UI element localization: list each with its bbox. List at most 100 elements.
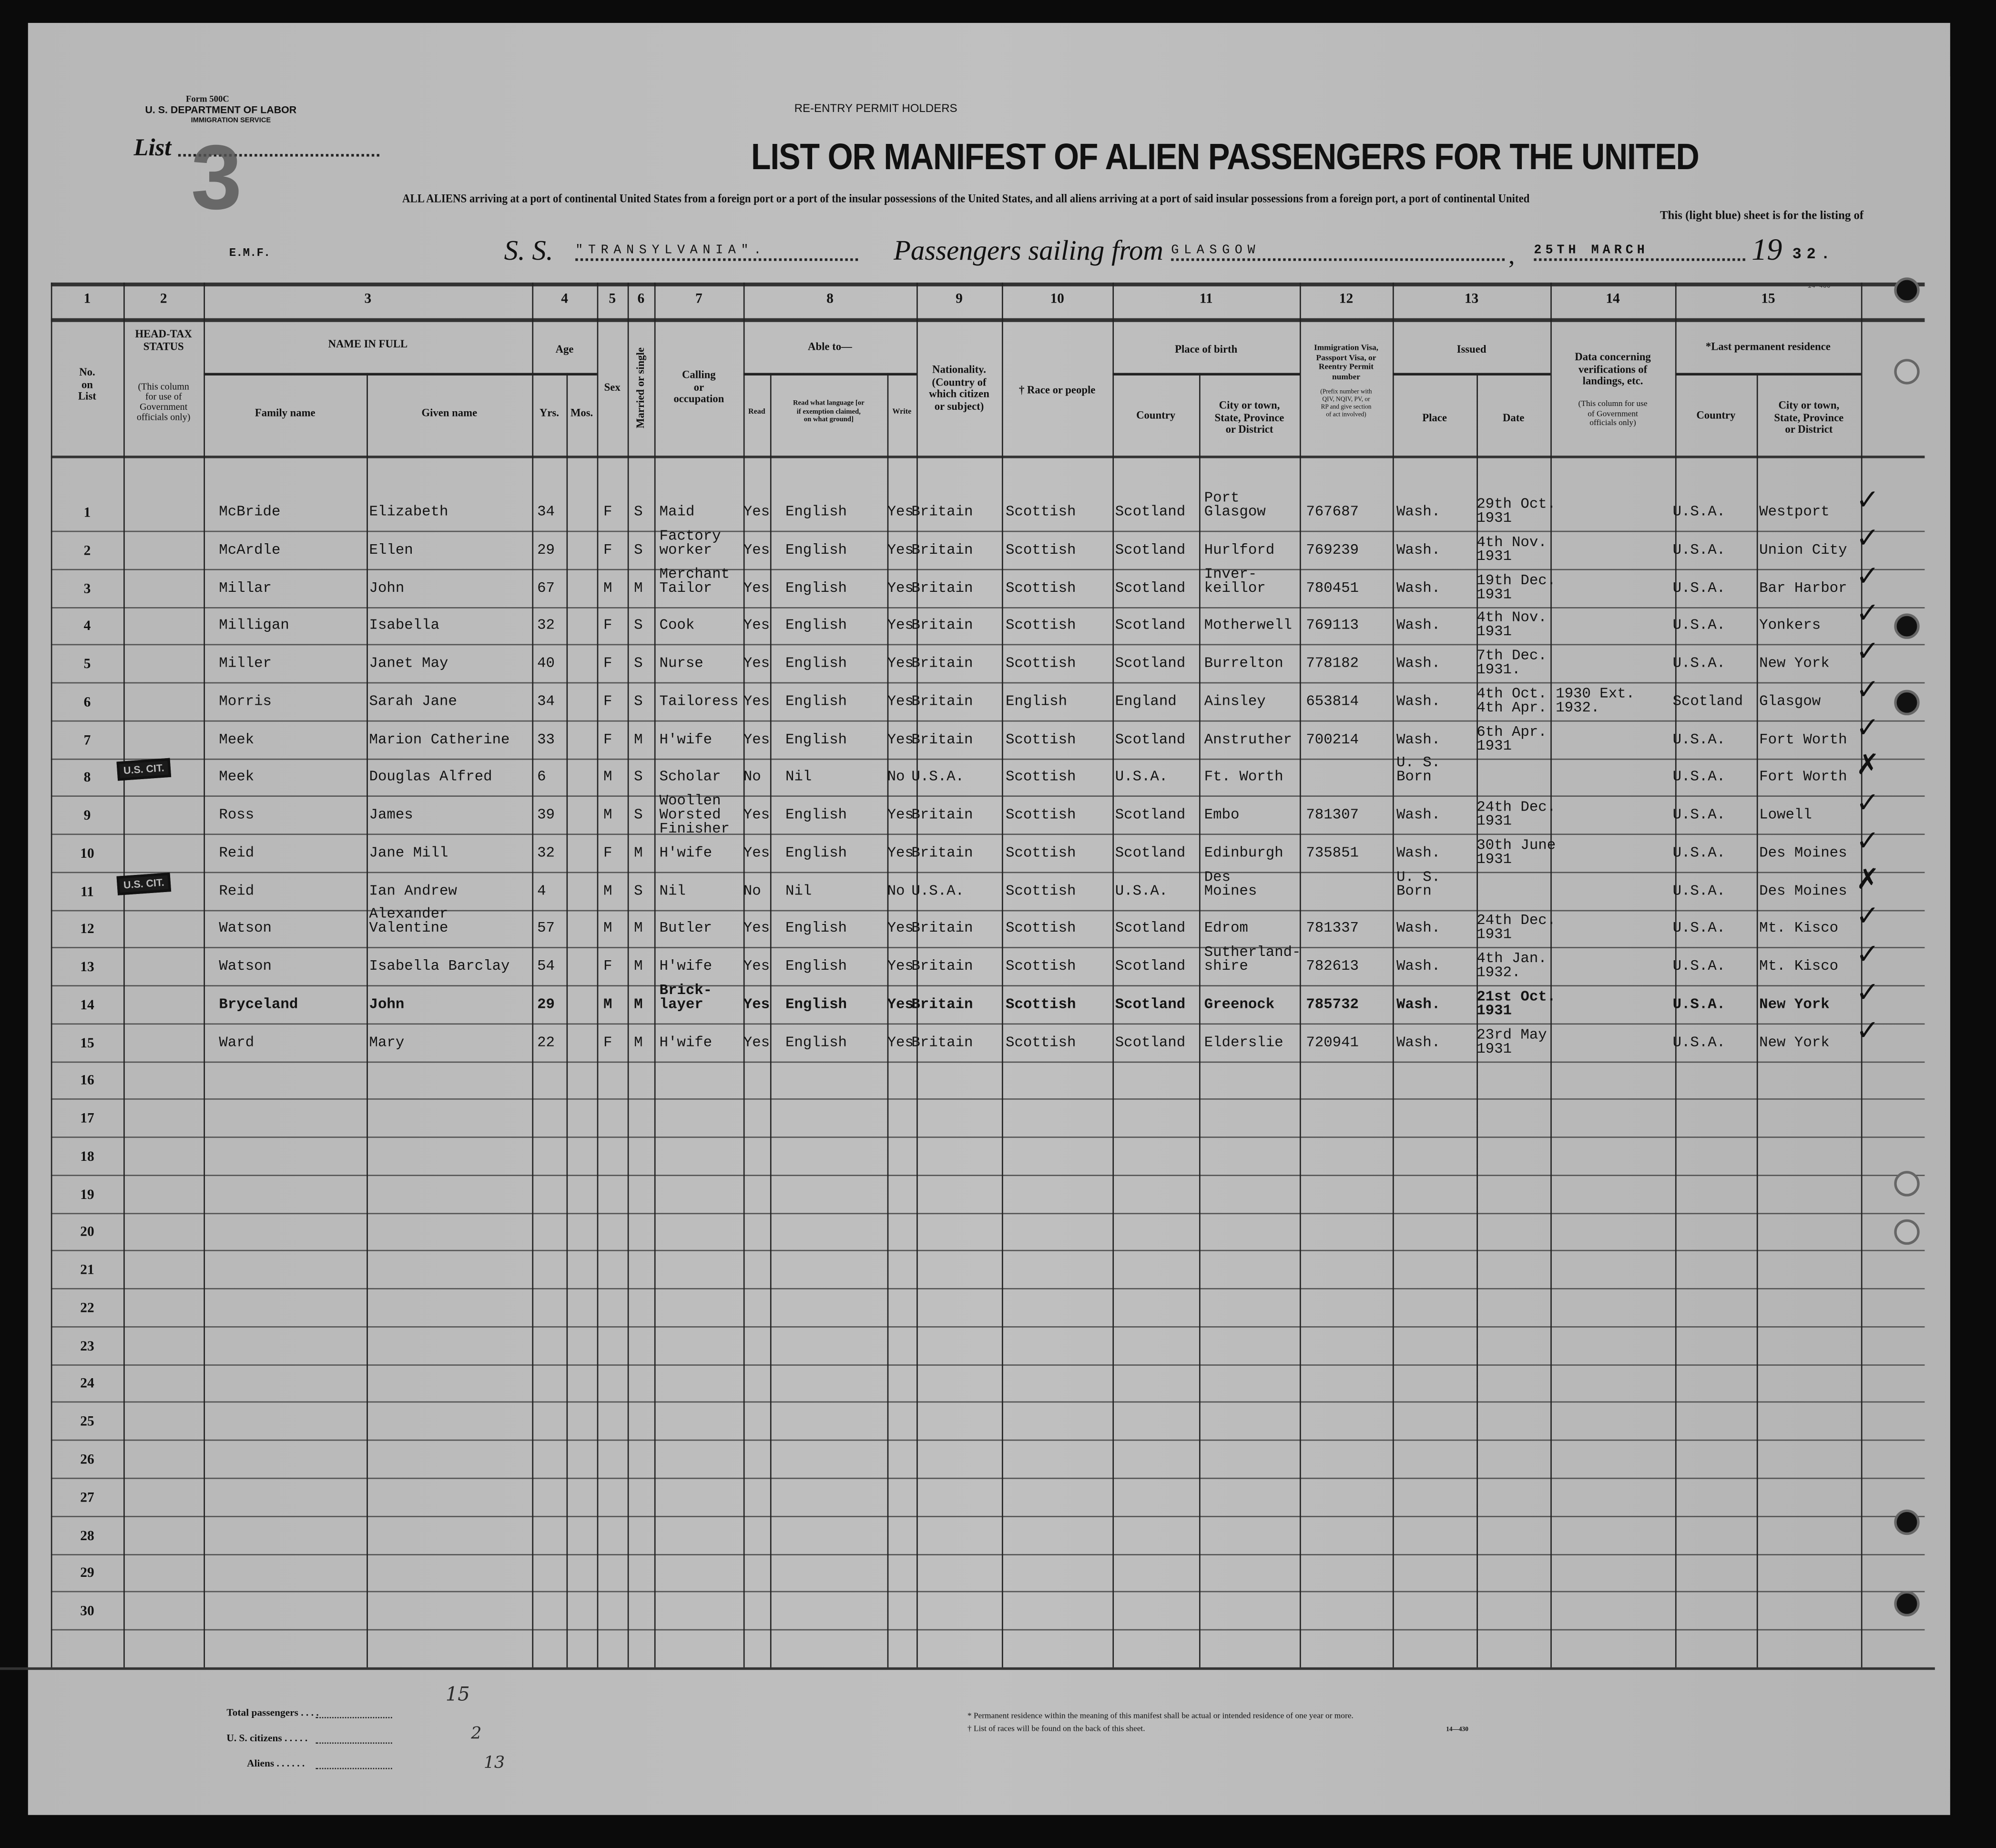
row-rule [51, 569, 1925, 570]
races-footnote: † List of races will be found on the bac… [967, 1725, 1145, 1734]
column-number: 6 [637, 291, 645, 307]
ss-label: S. S. [504, 234, 553, 266]
line-number: 9 [83, 808, 91, 824]
cell-nationality: Britain [911, 504, 973, 521]
cell-marital: S [634, 504, 643, 521]
cell-calling: Butler [659, 921, 713, 937]
cell-given: Elizabeth [369, 504, 448, 521]
cell-read: Yes [743, 693, 770, 710]
aliens-line [316, 1767, 392, 1769]
cell-marital: M [634, 731, 643, 748]
row-rule [51, 1364, 1925, 1366]
cell-res-city: New York [1759, 996, 1830, 1013]
cell-write: Yes [887, 731, 914, 748]
cell-birth-country: Scotland [1115, 504, 1186, 521]
group-header-rule [1675, 373, 1861, 376]
cell-issued-date: 4th Oct. 1930 Ext. 4th Apr. 1932. [1477, 686, 1635, 717]
cell-birth-city: Hurlford [1204, 542, 1275, 558]
cell-language: English [785, 845, 847, 862]
column-number: 3 [364, 291, 372, 307]
group-header-rule [532, 373, 597, 376]
cell-birth-city: Anstruther [1204, 731, 1293, 748]
line-number: 30 [80, 1604, 94, 1619]
cell-family: Ward [219, 1034, 255, 1051]
group-header-rule [1392, 373, 1551, 376]
reentry-heading: RE-ENTRY PERMIT HOLDERS [794, 102, 957, 115]
line-number: 26 [80, 1452, 94, 1468]
cell-write: Yes [887, 958, 914, 975]
cell-given: John [369, 579, 405, 597]
cell-sex: F [603, 845, 612, 862]
cell-res-city: Bar Harbor [1759, 579, 1847, 597]
header-race: † Race or people [1018, 383, 1096, 396]
cell-issued-place: Wash. [1396, 996, 1441, 1013]
cell-write: No [887, 769, 905, 786]
line-number: 27 [80, 1490, 94, 1506]
cell-nationality: U.S.A. [911, 883, 964, 900]
total-passengers-value: 15 [445, 1682, 470, 1706]
cell-res-country: U.S.A. [1672, 845, 1726, 862]
check-mark: ✗ [1856, 863, 1880, 896]
year-prefix: 19 [1752, 234, 1782, 267]
header-birth-country: Country [1136, 408, 1176, 422]
row-rule [51, 1023, 1925, 1025]
line-number: 22 [80, 1300, 94, 1316]
cell-calling: Tailoress [659, 693, 739, 710]
cell-family: Meek [219, 731, 255, 748]
cell-birth-country: Scotland [1115, 579, 1186, 597]
cell-res-city: Fort Worth [1759, 769, 1847, 786]
column-rule [123, 282, 125, 1667]
cell-visa: 782613 [1306, 958, 1359, 975]
cell-sex: F [603, 542, 612, 558]
cell-yrs: 40 [537, 655, 555, 672]
line-number: 15 [80, 1036, 94, 1051]
cell-res-city: New York [1759, 655, 1830, 672]
cell-given: Alexander Valentine [369, 906, 448, 937]
cell-visa: 778182 [1306, 655, 1359, 672]
list-number-line [178, 154, 379, 157]
cell-birth-city: Ft. Worth [1204, 769, 1283, 786]
row-rule [51, 1174, 1925, 1176]
header-issued: Issued [1456, 342, 1487, 355]
cell-family: McBride [219, 504, 281, 521]
cell-given: Isabella [369, 618, 440, 634]
cell-res-city: Union City [1759, 542, 1847, 558]
row-rule [51, 606, 1925, 608]
cell-language: English [785, 618, 847, 634]
cell-birth-country: Scotland [1115, 542, 1186, 558]
column-rule [1392, 282, 1394, 1667]
residence-footnote: * Permanent residence within the meaning… [967, 1712, 1354, 1721]
cell-sex: M [603, 883, 612, 900]
cell-nationality: Britain [911, 655, 973, 672]
header-age: Age [555, 342, 574, 355]
cell-res-country: U.S.A. [1672, 579, 1726, 597]
cell-sex: M [603, 996, 612, 1013]
cell-yrs: 33 [537, 731, 555, 748]
cell-marital: S [634, 542, 643, 558]
cell-given: Mary [369, 1034, 405, 1051]
cell-sex: M [603, 921, 612, 937]
cell-nationality: Britain [911, 693, 973, 710]
line-number: 29 [80, 1565, 94, 1581]
cell-birth-city: Motherwell [1204, 618, 1293, 634]
line-number: 20 [80, 1225, 94, 1240]
line-number: 12 [80, 922, 94, 937]
cell-language: English [785, 579, 847, 597]
cell-family: Miller [219, 655, 272, 672]
cell-res-city: Glasgow [1759, 693, 1821, 710]
cell-language: English [785, 542, 847, 558]
header-birth-city: City or town, State, Province or Distric… [1214, 398, 1284, 436]
cell-calling: Nurse [659, 655, 703, 672]
cell-race: Scottish [1006, 769, 1076, 786]
row-rule [51, 1553, 1925, 1555]
cell-yrs: 67 [537, 579, 555, 597]
line-number: 13 [80, 960, 94, 975]
check-mark: ✓ [1856, 1015, 1880, 1047]
cell-yrs: 34 [537, 693, 555, 710]
binder-hole [1894, 277, 1920, 303]
cell-res-city: Mt. Kisco [1759, 921, 1839, 937]
check-mark: ✓ [1856, 560, 1880, 593]
departure-date: 25TH MARCH [1534, 244, 1745, 261]
cell-given: Sarah Jane [369, 693, 457, 710]
cell-write: Yes [887, 921, 914, 937]
